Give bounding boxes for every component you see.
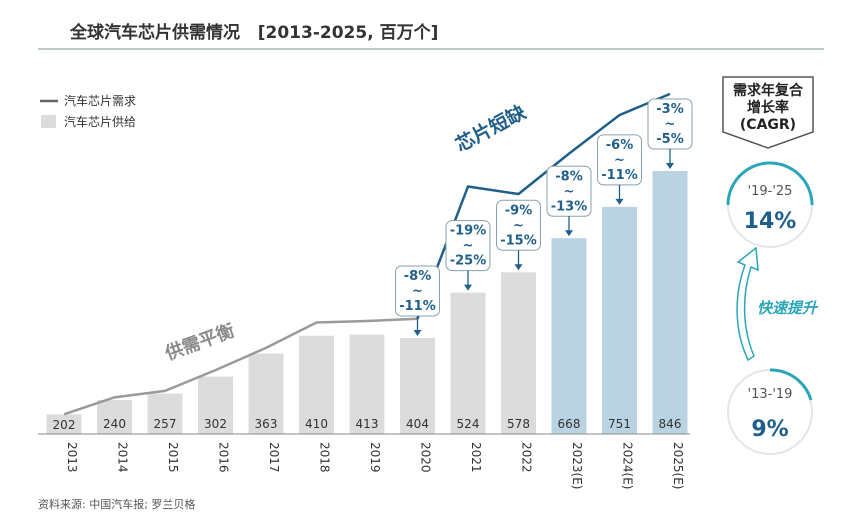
legend-supply-swatch	[41, 115, 56, 128]
gap-callout-text: -25%	[450, 254, 487, 269]
gap-callout-text: -15%	[500, 233, 537, 248]
x-tick-label: 2025(E)	[671, 442, 685, 489]
gap-callout-text: -8%	[404, 269, 431, 284]
cagr-header-shape	[722, 76, 814, 149]
gap-callout-text: -9%	[505, 203, 532, 218]
bar-2020	[400, 338, 435, 434]
gap-callout-text: ~	[614, 153, 625, 168]
gap-callout-text: ~	[463, 239, 474, 254]
bar-2021	[450, 292, 486, 434]
gap-callout-text: ~	[513, 218, 524, 233]
bar-2013	[46, 414, 82, 434]
x-tick-label: 2017	[267, 442, 281, 473]
bar-value-label: 363	[255, 417, 278, 431]
legend-demand-label: 汽车芯片需求	[64, 93, 136, 108]
bar-value-label: 751	[608, 417, 631, 431]
cagr-top-period: '19-'25	[748, 184, 793, 199]
cagr-bottom-arc	[769, 368, 813, 401]
demand-line-shortage	[416, 92, 671, 320]
page-title: 全球汽车芯片供需情况 [2013-2025, 百万个]	[70, 23, 439, 43]
cagr-top-arc	[726, 161, 814, 206]
bar-2023(E)	[551, 238, 587, 434]
gap-callout-arrowhead	[666, 162, 674, 169]
gap-callout-text: ~	[665, 117, 676, 132]
x-tick-label: 2024(E)	[621, 442, 635, 489]
gap-callout-arrowhead	[464, 284, 472, 291]
bar-value-label: 202	[53, 418, 76, 432]
x-tick-label: 2015	[166, 442, 180, 473]
bar-value-label: 257	[154, 417, 177, 431]
x-tick-label: 2014	[116, 442, 130, 473]
bar-2014	[97, 399, 132, 434]
bar-value-label: 413	[356, 417, 379, 431]
annotation-balance: 供需平衡	[161, 319, 237, 365]
bar-2015	[147, 393, 183, 434]
gap-callout-text: ~	[412, 284, 423, 299]
bar-2017	[248, 353, 284, 434]
cagr-header-line3: (CAGR)	[740, 117, 796, 133]
bar-value-label: 524	[457, 417, 480, 431]
bar-value-label: 410	[305, 417, 328, 431]
bar-2025(E)	[652, 170, 688, 434]
gap-callout-text: -13%	[551, 199, 588, 214]
gap-callout-text: -6%	[606, 138, 633, 153]
x-tick-label: 2013	[65, 442, 79, 473]
bar-value-label: 404	[406, 417, 429, 431]
cagr-bottom-period: '13-'19	[748, 387, 793, 402]
bar-value-label: 578	[507, 417, 530, 431]
bar-2022	[501, 272, 536, 434]
x-tick-label: 2018	[318, 442, 332, 473]
demand-line-balanced	[63, 317, 418, 416]
title-divider	[38, 48, 824, 50]
bar-2019	[349, 334, 385, 434]
bar-2024(E)	[602, 206, 637, 434]
gap-callout-text: -8%	[555, 169, 582, 184]
x-tick-label: 2019	[368, 442, 382, 473]
gap-callout-text: -5%	[656, 132, 683, 147]
gap-callout-text: -11%	[399, 299, 436, 314]
bar-value-label: 302	[204, 417, 227, 431]
bar-value-label: 668	[558, 417, 581, 431]
cagr-top-value: 14%	[744, 209, 797, 234]
cagr-panel: 需求年复合 增长率 (CAGR) '19-'25 14% '13-'19 9% …	[722, 76, 819, 455]
gap-callout-text: ~	[564, 184, 575, 199]
bar-value-label: 846	[659, 417, 682, 431]
gap-callout-text: -19%	[450, 224, 487, 239]
speed-up-label: 快速提升	[757, 299, 819, 317]
cagr-bottom-value: 9%	[751, 417, 788, 442]
annotation-shortage: 芯片短缺	[452, 100, 531, 156]
gap-callout-arrowhead	[413, 330, 422, 337]
x-tick-label: 2016	[217, 442, 231, 473]
x-tick-label: 2023(E)	[570, 442, 584, 489]
bar-2016	[198, 376, 233, 434]
x-tick-label: 2020	[419, 442, 433, 473]
x-tick-label: 2022	[520, 442, 534, 473]
legend-supply-label: 汽车芯片供给	[64, 114, 136, 129]
gap-callout-text: -11%	[601, 168, 638, 183]
cagr-header-line1: 需求年复合	[733, 82, 804, 99]
x-tick-label: 2021	[469, 442, 483, 473]
cagr-header-line2: 增长率	[747, 99, 789, 116]
gap-callout-arrowhead	[615, 198, 624, 205]
speed-up-arrow-icon	[736, 246, 759, 362]
bar-value-label: 240	[103, 417, 126, 431]
bar-2018	[299, 335, 334, 434]
source-note: 资料来源: 中国汽车报; 罗兰贝格	[38, 498, 196, 511]
gap-callout-arrowhead	[514, 264, 523, 271]
gap-callout-text: -3%	[656, 102, 683, 117]
gap-callout-arrowhead	[565, 230, 573, 237]
